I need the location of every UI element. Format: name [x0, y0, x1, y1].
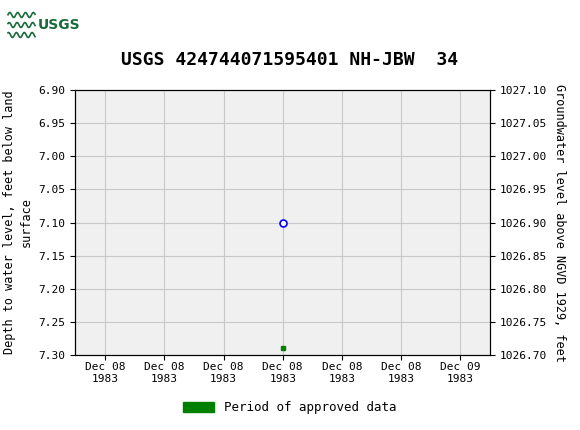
Y-axis label: Groundwater level above NGVD 1929, feet: Groundwater level above NGVD 1929, feet — [553, 83, 566, 362]
Y-axis label: Depth to water level, feet below land
surface: Depth to water level, feet below land su… — [3, 91, 33, 354]
Text: USGS 424744071595401 NH-JBW  34: USGS 424744071595401 NH-JBW 34 — [121, 51, 459, 69]
Bar — [5, 5, 75, 45]
Text: USGS: USGS — [38, 18, 81, 32]
Legend: Period of approved data: Period of approved data — [178, 396, 402, 419]
